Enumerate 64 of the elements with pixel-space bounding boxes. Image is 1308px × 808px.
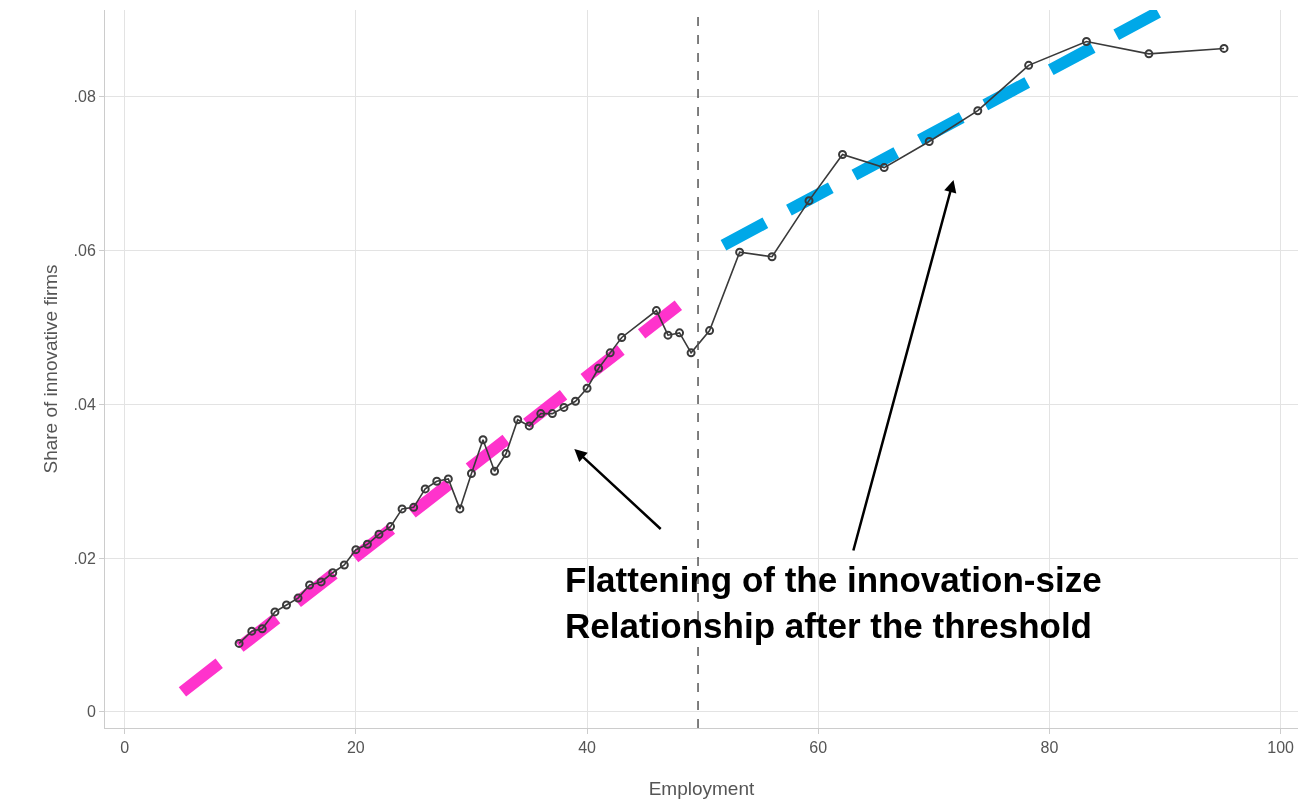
y-tick-label: 0 xyxy=(86,703,96,721)
point xyxy=(466,469,476,479)
point xyxy=(305,580,315,590)
point xyxy=(571,396,580,406)
point xyxy=(547,409,557,419)
point xyxy=(351,545,361,555)
point xyxy=(559,402,569,412)
y-tick-label: .06 xyxy=(73,242,96,260)
point xyxy=(524,421,534,431)
point xyxy=(735,247,745,257)
point xyxy=(536,409,546,419)
point xyxy=(767,252,777,262)
point xyxy=(293,593,303,603)
point xyxy=(605,348,615,358)
point xyxy=(675,328,685,338)
annotation: Flattening of the innovation-size Relationship after the threshold xyxy=(565,560,1102,645)
point xyxy=(409,502,419,512)
point xyxy=(1219,43,1229,53)
point xyxy=(374,529,384,539)
y-tick-label: .02 xyxy=(73,549,96,567)
point xyxy=(1024,60,1034,70)
point xyxy=(804,196,814,206)
point xyxy=(386,522,396,532)
point xyxy=(705,326,715,336)
x-tick-label: 100 xyxy=(1267,739,1295,757)
x-tick-label: 0 xyxy=(120,739,130,757)
x-tick-label: 40 xyxy=(578,739,597,757)
point xyxy=(924,136,934,146)
point xyxy=(478,435,488,445)
point xyxy=(432,476,442,486)
x-tick-label: 20 xyxy=(346,739,365,757)
point xyxy=(686,348,696,358)
point xyxy=(247,626,257,636)
point xyxy=(617,332,627,342)
point xyxy=(455,504,465,514)
point xyxy=(1144,49,1154,59)
point xyxy=(420,484,430,494)
point xyxy=(582,383,592,393)
point xyxy=(397,504,407,514)
x-tick-label: 80 xyxy=(1040,739,1059,757)
point xyxy=(490,466,500,476)
point xyxy=(257,624,267,634)
point xyxy=(316,577,326,587)
point xyxy=(663,330,673,340)
point xyxy=(973,106,983,116)
point xyxy=(339,560,349,570)
point xyxy=(270,607,280,617)
x-tick-label: 60 xyxy=(809,739,828,757)
point xyxy=(651,306,661,316)
point xyxy=(838,150,848,160)
point xyxy=(234,638,244,648)
point xyxy=(281,600,291,610)
y-tick-label: .04 xyxy=(73,395,96,413)
point xyxy=(594,363,604,373)
point xyxy=(501,449,511,459)
point xyxy=(443,474,453,484)
x-axis-title: Employment xyxy=(648,778,756,799)
y-axis-title: Share of innovative firms xyxy=(40,264,61,474)
point xyxy=(513,415,523,425)
point xyxy=(362,539,372,549)
point xyxy=(1081,37,1091,47)
point xyxy=(879,163,889,173)
y-tick-label: .08 xyxy=(73,88,96,106)
point xyxy=(328,568,338,578)
